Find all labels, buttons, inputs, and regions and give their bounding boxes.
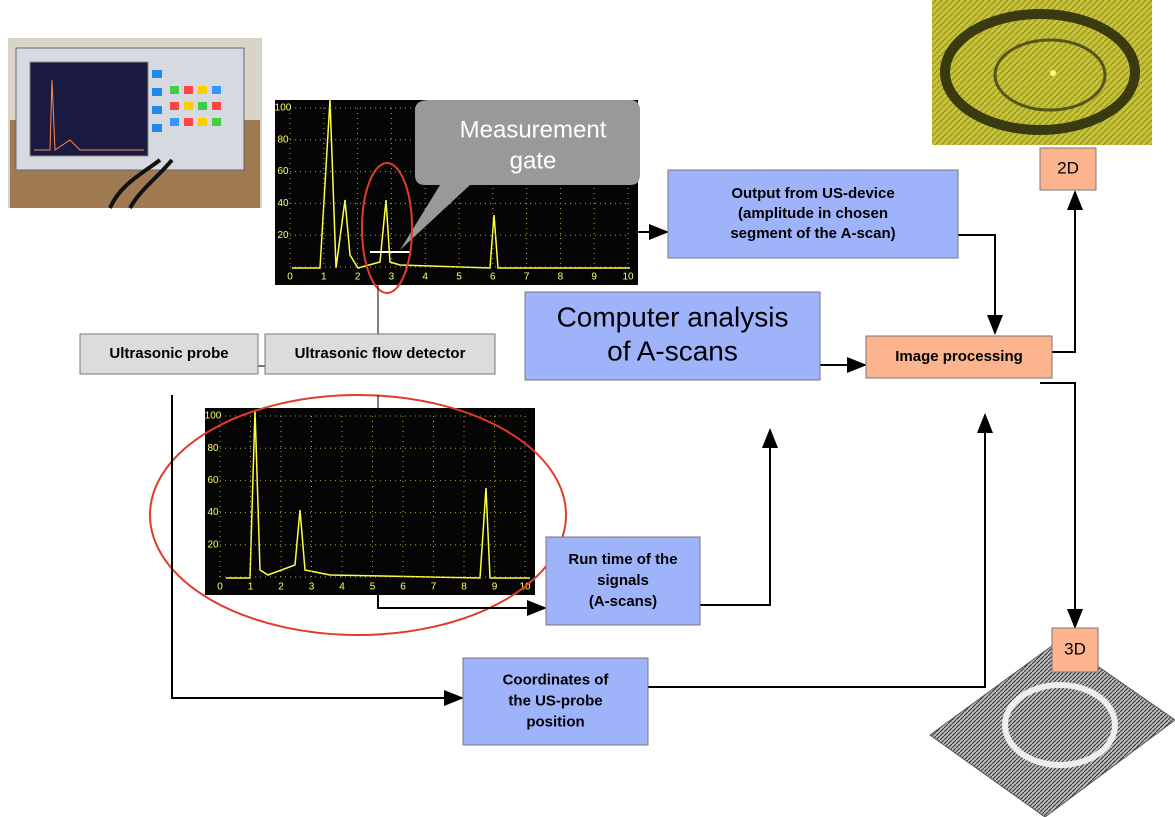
scope-x-label: 7 — [431, 582, 437, 593]
node-label: (A-scans) — [589, 593, 657, 610]
scope-x-label: 0 — [217, 582, 223, 593]
scope-x-label: 9 — [492, 582, 498, 593]
node-label: Ultrasonic flow detector — [295, 345, 466, 362]
callout-text: Measurement — [460, 116, 607, 143]
scope-x-label: 6 — [490, 272, 496, 283]
scope-x-label: 2 — [355, 272, 361, 283]
scope-x-label: 1 — [321, 272, 327, 283]
node-label: Run time of the — [568, 551, 677, 568]
scope-y-label: 40 — [277, 198, 289, 209]
scope-y-label: 100 — [275, 103, 292, 114]
node-label: segment of the A-scan) — [730, 225, 895, 242]
node-detector: Ultrasonic flow detector — [265, 334, 495, 374]
node-label: position — [526, 713, 584, 730]
scope-x-label: 9 — [591, 272, 597, 283]
node-runtime: Run time of the signals (A-scans) — [546, 537, 700, 625]
callout-text: gate — [510, 147, 557, 174]
scope-x-label: 2 — [278, 582, 284, 593]
node-label: Output from US-device — [731, 185, 894, 202]
scope-x-label: 3 — [309, 582, 315, 593]
scope-y-label: 60 — [277, 166, 289, 177]
scope-y-label: 80 — [277, 134, 289, 145]
scope-y-label: 100 — [205, 411, 222, 422]
scope-x-label: 4 — [339, 582, 345, 593]
scope-y-label: 20 — [277, 230, 289, 241]
node-d2: 2D — [1040, 148, 1096, 190]
scope-x-label: 5 — [370, 582, 376, 593]
node-label: Ultrasonic probe — [109, 345, 228, 362]
scope-y-label: 60 — [207, 475, 219, 486]
scope-x-label: 8 — [558, 272, 564, 283]
scope-x-label: 5 — [456, 272, 462, 283]
device-photo — [8, 38, 262, 208]
node-label: (amplitude in chosen — [738, 205, 888, 222]
scope-x-label: 1 — [248, 582, 254, 593]
node-image: Image processing — [866, 336, 1052, 378]
diagram: 01234567891010080604020 Measurement gate… — [0, 0, 1175, 817]
node-label: the US-probe — [508, 692, 602, 709]
scope-y-label: 80 — [207, 443, 219, 454]
scope-y-label: 20 — [207, 539, 219, 550]
node-label: signals — [597, 572, 649, 589]
node-label: Image processing — [895, 348, 1023, 365]
scope-x-label: 6 — [400, 582, 406, 593]
node-output: Output from US-device (amplitude in chose… — [668, 170, 958, 258]
node-label: Coordinates of — [503, 671, 610, 688]
scope-x-label: 3 — [389, 272, 395, 283]
node-coords: Coordinates of the US-probe position — [463, 658, 648, 745]
scope-x-label: 7 — [524, 272, 530, 283]
scope-x-label: 4 — [422, 272, 428, 283]
node-d3: 3D — [1052, 628, 1098, 672]
image-2d — [932, 0, 1152, 145]
node-label: Computer analysis — [557, 301, 789, 332]
scope-x-label: 8 — [461, 582, 467, 593]
node-label: 2D — [1057, 158, 1079, 177]
scope-y-label: 40 — [207, 507, 219, 518]
scope-x-label: 10 — [622, 272, 634, 283]
node-label: 3D — [1064, 639, 1086, 658]
scope-x-label: 0 — [287, 272, 293, 283]
node-label: of A-scans — [607, 335, 738, 366]
node-probe: Ultrasonic probe — [80, 334, 258, 374]
